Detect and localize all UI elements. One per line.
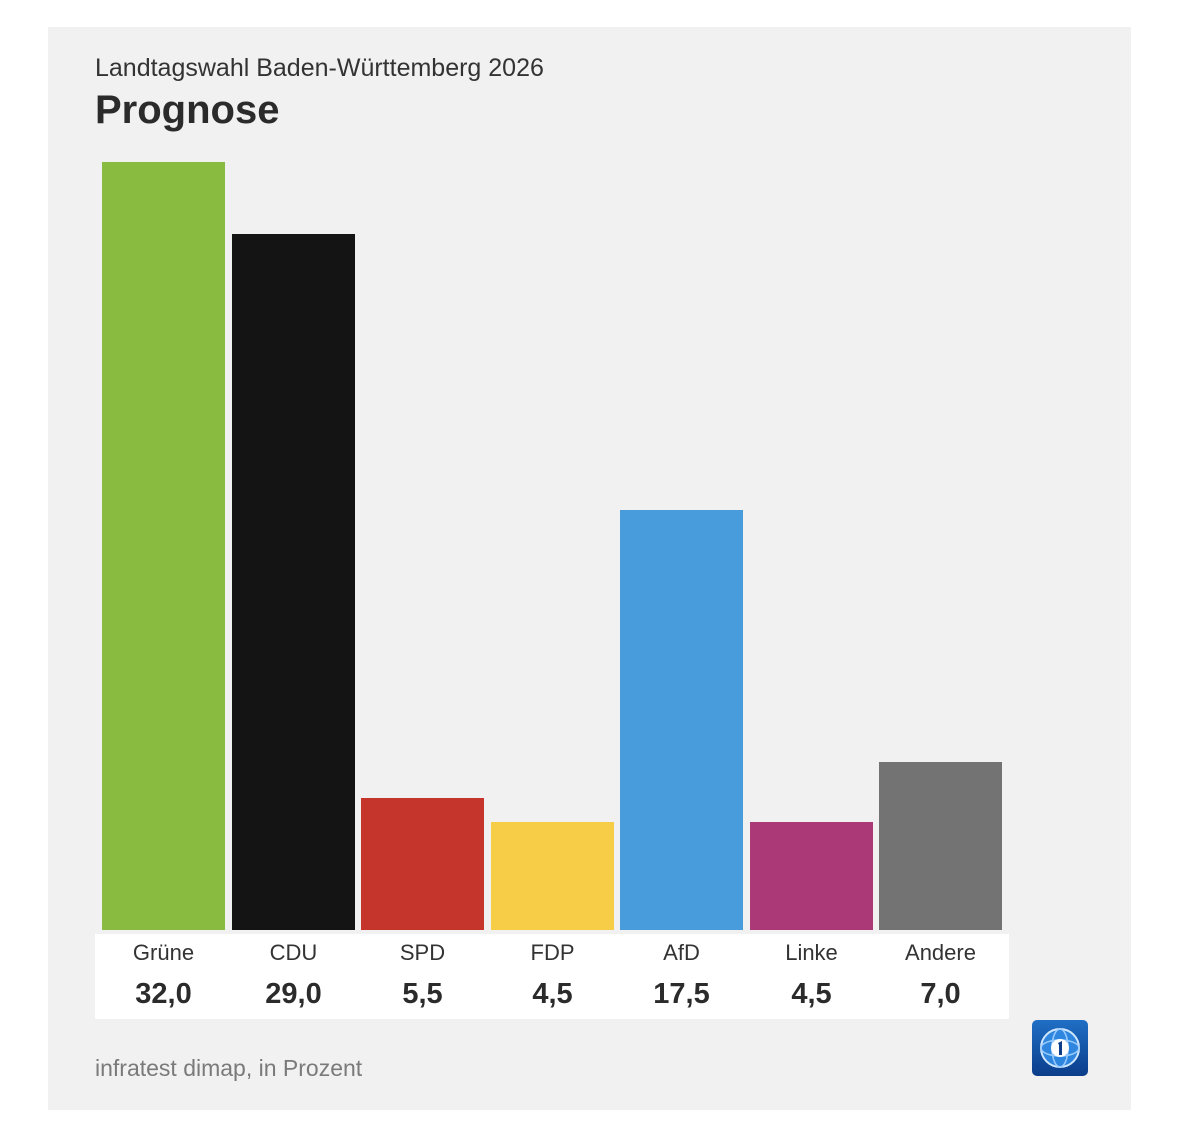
- category-label-cdu: CDU: [269, 940, 318, 965]
- category-label-linke: Linke: [785, 940, 838, 965]
- bar-andere: [879, 762, 1002, 930]
- chart-subtitle: Landtagswahl Baden-Württemberg 2026: [95, 54, 544, 82]
- value-label-gruene: 32,0: [135, 978, 192, 1010]
- value-label-cdu: 29,0: [265, 978, 322, 1010]
- category-label-gruene: Grüne: [132, 940, 195, 965]
- tagesschau-logo-icon: [1032, 1020, 1088, 1076]
- value-label-afd: 17,5: [653, 978, 710, 1010]
- category-label-andere: Andere: [905, 940, 976, 965]
- bar-cdu: [232, 234, 355, 930]
- value-label-spd: 5,5: [402, 978, 443, 1010]
- chart-title: Prognose: [95, 88, 280, 132]
- value-label-fdp: 4,5: [532, 978, 573, 1010]
- value-label-linke: 4,5: [791, 978, 832, 1010]
- value-label-andere: 7,0: [920, 978, 961, 1010]
- source-note: infratest dimap, in Prozent: [95, 1055, 363, 1081]
- category-label-afd: AfD: [663, 940, 700, 965]
- bar-fdp: [491, 822, 614, 930]
- bar-gruene: [102, 162, 225, 930]
- category-label-fdp: FDP: [530, 940, 575, 965]
- bar-spd: [361, 798, 484, 930]
- category-label-spd: SPD: [399, 940, 446, 965]
- bar-linke: [750, 822, 873, 930]
- category-label-panel: [95, 934, 1009, 1019]
- bar-afd: [620, 510, 743, 930]
